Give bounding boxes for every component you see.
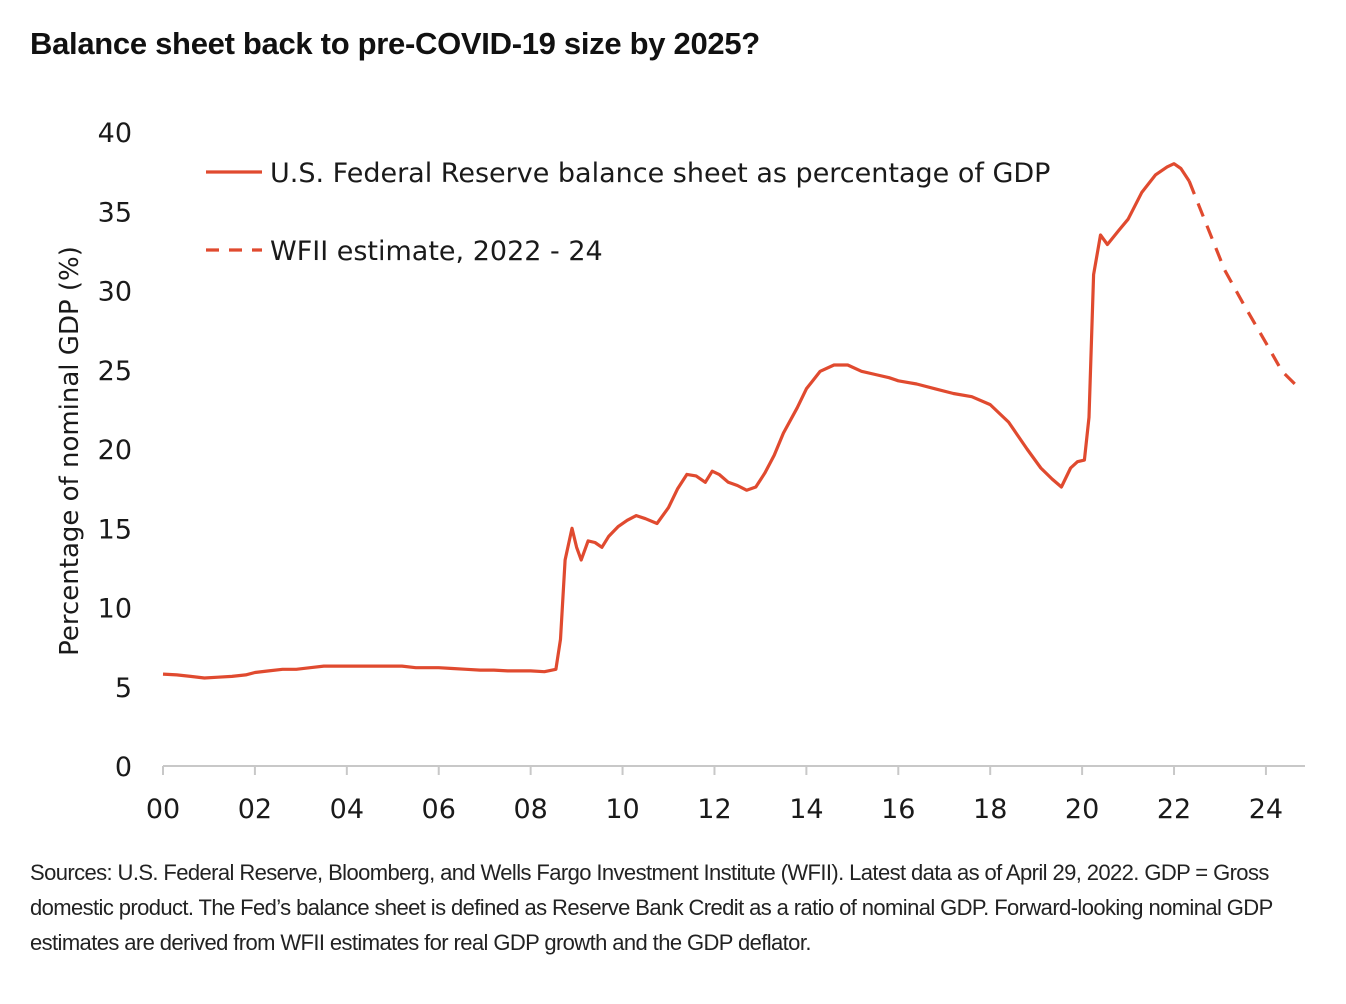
x-tick-label: 16 [881,794,915,825]
series-line-estimate [1187,180,1300,389]
chart-canvas: 00 02 04 06 08 10 12 14 16 18 20 22 24 0 5 10 15 20 25 30 35… [55,118,1305,825]
y-tick-label: 15 [98,514,132,545]
x-tick-label: 14 [789,794,823,825]
y-tick-label: 10 [98,594,132,625]
x-tick-label: 08 [513,794,547,825]
y-tick-label: 5 [115,673,132,704]
axes-layer: 00 02 04 06 08 10 12 14 16 18 20 22 24 0 5 10 15 20 25 30 35… [55,118,1305,825]
x-tick-label: 10 [605,794,639,825]
x-tick-label: 12 [697,794,731,825]
legend-label: WFII estimate, 2022 - 24 [270,236,603,267]
x-tick-label: 04 [330,794,364,825]
source-note: Sources: U.S. Federal Reserve, Bloomberg… [30,860,1273,955]
series-layer [162,162,1300,680]
y-tick-label: 35 [98,197,132,228]
x-tick-label: 06 [422,794,456,825]
x-tick-label: 20 [1065,794,1099,825]
y-tick-label: 25 [98,356,132,387]
chart-title: Balance sheet back to pre-COVID-19 size … [30,26,760,61]
legend-label: U.S. Federal Reserve balance sheet as pe… [270,158,1050,189]
y-tick-label: 40 [98,118,132,149]
x-tick-label: 24 [1249,794,1283,825]
y-tick-label: 30 [98,277,132,308]
y-tick-label: 0 [115,752,132,783]
x-tick-label: 02 [238,794,272,825]
x-tick-label: 18 [973,794,1007,825]
series-line-actual [162,162,1191,680]
y-axis-title: Percentage of nominal GDP (%) [55,246,85,656]
x-tick-label: 22 [1157,794,1191,825]
y-tick-label: 20 [98,435,132,466]
x-tick-label: 00 [146,794,180,825]
legend: U.S. Federal Reserve balance sheet as pe… [206,158,1050,267]
